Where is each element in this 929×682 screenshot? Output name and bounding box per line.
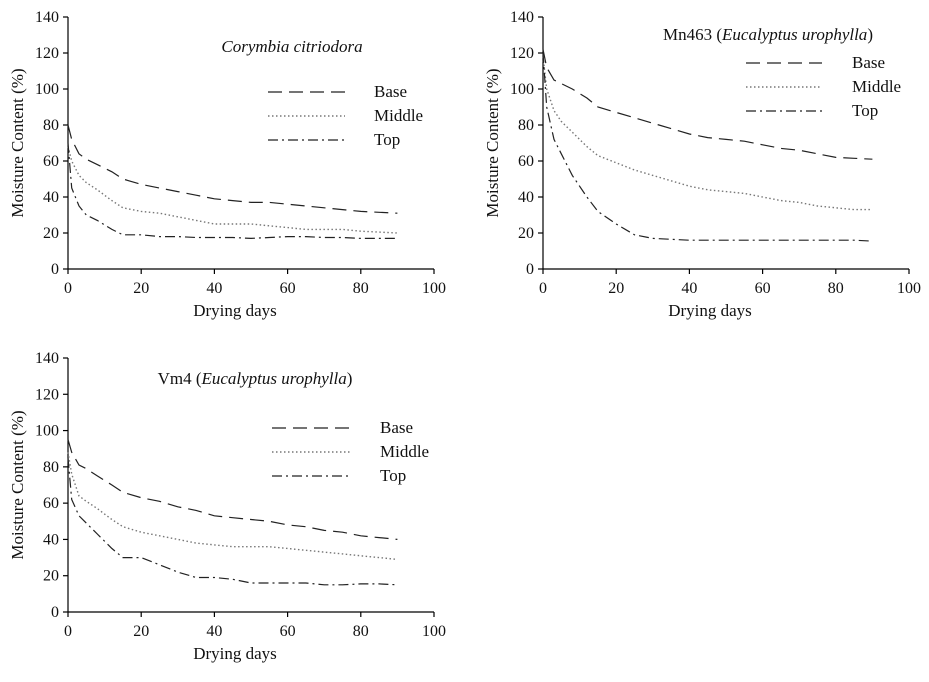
panel-title-part: ) [867, 25, 873, 44]
series-line-top [542, 52, 873, 242]
legend-label-base: Base [374, 82, 407, 101]
y-tick-label: 140 [35, 9, 59, 26]
x-tick-label: 100 [897, 280, 921, 297]
panel-title: Corymbia citriodora [221, 37, 362, 56]
series-line-middle [67, 452, 398, 561]
x-tick-label: 0 [64, 623, 72, 640]
legend-label-base: Base [380, 418, 413, 437]
y-tick-label: 40 [43, 189, 59, 206]
x-tick-label: 0 [539, 280, 547, 297]
y-tick-label: 100 [35, 423, 59, 440]
x-tick-label: 40 [681, 280, 697, 297]
y-tick-label: 0 [51, 604, 59, 621]
chart-panel-3: 0 20 40 60 80 100 120 140 0 20 40 60 80 100 Drying day… [8, 350, 446, 663]
panel-title-part: Eucalyptus urophylla [200, 369, 346, 388]
x-tick-label: 60 [280, 623, 296, 640]
y-tick-label: 0 [51, 261, 59, 278]
panel-title-part: Vm4 ( [158, 369, 202, 388]
x-tick-label: 20 [608, 280, 624, 297]
x-tick-label: 100 [422, 623, 446, 640]
legend-label-top: Top [852, 101, 878, 120]
panel-title-part: Corymbia citriodora [221, 37, 362, 56]
panel-title: Mn463 (Eucalyptus urophylla) [663, 25, 873, 44]
legend-label-middle: Middle [374, 106, 423, 125]
panel-title-part: Mn463 ( [663, 25, 722, 44]
y-tick-label: 120 [35, 45, 59, 62]
y-tick-label: 60 [518, 153, 534, 170]
series-line-middle [542, 56, 873, 211]
y-tick-label: 140 [510, 9, 534, 26]
y-tick-label: 0 [526, 261, 534, 278]
series-line-top [67, 457, 398, 586]
y-tick-label: 20 [43, 568, 59, 585]
y-tick-label: 20 [518, 225, 534, 242]
panel-title: Vm4 (Eucalyptus urophylla) [158, 369, 353, 388]
series-line-middle [67, 146, 398, 234]
series-line-top [67, 142, 398, 240]
x-tick-label: 20 [133, 623, 149, 640]
legend-label-middle: Middle [380, 442, 429, 461]
x-tick-label: 100 [422, 280, 446, 297]
series-line-base [67, 439, 398, 540]
y-tick-label: 100 [35, 81, 59, 98]
y-tick-label: 120 [35, 386, 59, 403]
series-line-base [67, 124, 398, 214]
y-tick-label: 80 [43, 459, 59, 476]
y-tick-label: 60 [43, 495, 59, 512]
x-tick-label: 80 [353, 623, 369, 640]
x-tick-label: 40 [206, 623, 222, 640]
y-tick-label: 140 [35, 350, 59, 367]
y-tick-label: 100 [510, 81, 534, 98]
x-axis-title: Drying days [193, 301, 277, 320]
y-axis-title: Moisture Content (%) [8, 68, 27, 217]
chart-panel-2: 0 20 40 60 80 100 120 140 0 20 40 60 80 100 Drying day… [483, 9, 921, 320]
x-tick-label: 0 [64, 280, 72, 297]
legend-label-top: Top [380, 466, 406, 485]
y-tick-label: 80 [518, 117, 534, 134]
x-tick-label: 80 [828, 280, 844, 297]
series-line-base [542, 49, 873, 160]
y-tick-label: 40 [518, 189, 534, 206]
legend-label-base: Base [852, 53, 885, 72]
legend-label-middle: Middle [852, 77, 901, 96]
y-tick-label: 20 [43, 225, 59, 242]
y-axis-title: Moisture Content (%) [483, 68, 502, 217]
x-tick-label: 60 [280, 280, 296, 297]
x-axis-title: Drying days [193, 644, 277, 663]
x-tick-label: 20 [133, 280, 149, 297]
y-tick-label: 40 [43, 531, 59, 548]
chart-panel-1: 0 20 40 60 80 100 120 140 0 20 40 60 80 100 Drying day… [8, 9, 446, 320]
y-axis-title: Moisture Content (%) [8, 410, 27, 559]
y-tick-label: 60 [43, 153, 59, 170]
x-tick-label: 60 [755, 280, 771, 297]
y-tick-label: 120 [510, 45, 534, 62]
x-tick-label: 40 [206, 280, 222, 297]
x-axis-title: Drying days [668, 301, 752, 320]
x-tick-label: 80 [353, 280, 369, 297]
legend-label-top: Top [374, 130, 400, 149]
panel-title-part: ) [347, 369, 353, 388]
panel-title-part: Eucalyptus urophylla [721, 25, 867, 44]
y-tick-label: 80 [43, 117, 59, 134]
